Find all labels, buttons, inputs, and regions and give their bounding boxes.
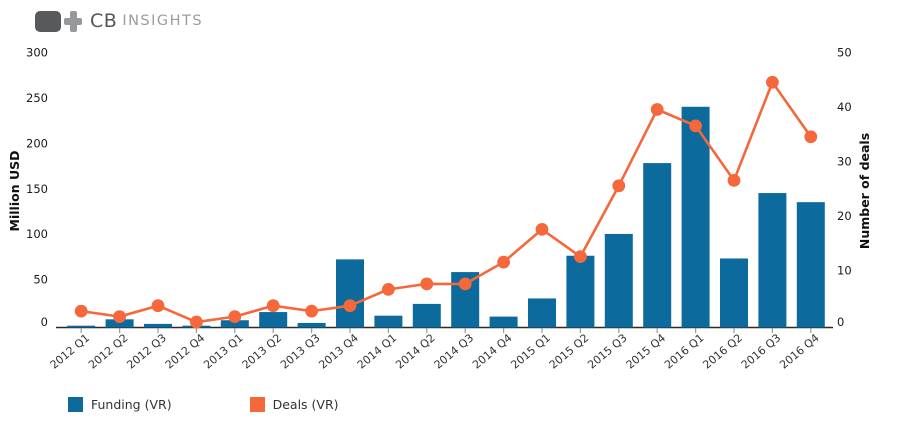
- x-axis-label: 2012 Q2: [86, 331, 130, 371]
- right-axis-tick-label: 50: [837, 46, 852, 60]
- funding-bar-2012-Q2[interactable]: [105, 319, 134, 328]
- left-axis-tick-label: 50: [33, 273, 48, 287]
- deals-marker-2015-Q3[interactable]: [612, 179, 626, 193]
- funding-bar-2012-Q1[interactable]: [67, 325, 96, 328]
- deals-marker-2016-Q4[interactable]: [804, 130, 818, 144]
- x-axis-label: 2013 Q1: [201, 331, 245, 371]
- funding-bar-2015-Q2[interactable]: [566, 255, 595, 328]
- x-axis-label: 2014 Q3: [432, 331, 476, 371]
- deals-marker-2016-Q1[interactable]: [689, 119, 702, 133]
- right-axis-tick-label: 30: [837, 155, 852, 169]
- x-axis-label: 2016 Q3: [739, 331, 783, 371]
- x-axis-label: 2014 Q1: [355, 331, 399, 371]
- funding-bar-2013-Q4[interactable]: [336, 259, 364, 328]
- left-axis-tick-label: 250: [26, 91, 48, 105]
- funding-legend-label: Funding (VR): [91, 397, 172, 412]
- left-axis-tick-label: 100: [26, 227, 48, 241]
- deals-marker-2012-Q1[interactable]: [74, 304, 88, 318]
- right-axis-tick-label: 40: [837, 100, 852, 114]
- deals-legend-label: Deals (VR): [272, 397, 339, 412]
- deals-marker-2012-Q2[interactable]: [113, 310, 126, 323]
- deals-marker-2013-Q2[interactable]: [266, 299, 280, 313]
- funding-bar-2012-Q3[interactable]: [144, 323, 172, 328]
- logo-text-insights: INSIGHTS: [122, 13, 204, 29]
- deals-marker-2015-Q4[interactable]: [650, 103, 664, 116]
- x-axis-label: 2016 Q4: [777, 331, 821, 371]
- right-axis-tick-label: 20: [837, 209, 852, 223]
- x-axis-label: 2013 Q2: [240, 331, 284, 371]
- funding-bar-2014-Q1[interactable]: [374, 315, 403, 328]
- legend-item-deals[interactable]: Deals (VR): [249, 397, 339, 412]
- logo-text-cb: CB: [90, 10, 118, 32]
- deals-legend-swatch: [249, 397, 265, 412]
- x-axis-label: 2015 Q2: [547, 331, 591, 371]
- funding-bar-2013-Q2[interactable]: [259, 312, 288, 328]
- x-axis-label: 2012 Q3: [124, 331, 168, 371]
- deals-marker-2013-Q3[interactable]: [305, 304, 318, 318]
- deals-marker-2012-Q4[interactable]: [190, 315, 203, 329]
- funding-bar-2013-Q3[interactable]: [297, 322, 326, 328]
- deals-marker-2015-Q2[interactable]: [574, 250, 587, 264]
- funding-bar-2015-Q4[interactable]: [643, 163, 672, 328]
- x-axis-label: 2012 Q1: [48, 331, 92, 371]
- deals-marker-2014-Q4[interactable]: [497, 255, 510, 269]
- deals-marker-2014-Q2[interactable]: [420, 277, 434, 291]
- x-axis-label: 2015 Q4: [624, 331, 668, 371]
- left-axis-title: Million USD: [7, 151, 22, 232]
- x-axis-label: 2012 Q4: [163, 331, 207, 371]
- deals-line: [81, 80, 812, 324]
- funding-legend-swatch: [68, 397, 83, 412]
- x-axis-label: 2015 Q3: [585, 331, 629, 371]
- cbinsights-logo: CB INSIGHTS: [35, 9, 203, 33]
- x-axis-label: 2015 Q1: [508, 331, 552, 371]
- cbinsights-logo-icon: [35, 10, 83, 32]
- deals-marker-2014-Q3[interactable]: [458, 277, 472, 291]
- x-axis-label: 2016 Q2: [700, 331, 744, 371]
- deals-marker-2013-Q4[interactable]: [343, 299, 357, 313]
- x-axis-label: 2016 Q1: [662, 331, 706, 371]
- deals-marker-2014-Q1[interactable]: [382, 282, 395, 296]
- logo-mark-dark-square: [35, 10, 61, 32]
- funding-bar-2016-Q4[interactable]: [796, 202, 825, 328]
- left-axis-tick-label: 150: [26, 182, 48, 196]
- deals-marker-2015-Q1[interactable]: [535, 223, 549, 236]
- funding-bar-2016-Q1[interactable]: [681, 106, 710, 328]
- left-axis-tick-label: 200: [26, 136, 48, 150]
- deals-marker-2012-Q3[interactable]: [151, 299, 165, 313]
- logo-mark-plus: [64, 10, 82, 32]
- x-axis-label: 2013 Q3: [278, 331, 322, 371]
- right-axis-tick-label: 10: [837, 264, 852, 278]
- left-axis-tick-label: 0: [41, 315, 48, 329]
- left-axis-tick-label: 300: [26, 46, 48, 60]
- funding-bar-2014-Q2[interactable]: [412, 303, 441, 328]
- funding-bar-2013-Q1[interactable]: [220, 320, 249, 328]
- right-axis-title: Number of deals: [857, 133, 872, 249]
- deals-marker-2016-Q2[interactable]: [727, 173, 741, 187]
- x-axis-label: 2013 Q4: [316, 331, 360, 371]
- chart-legend: Funding (VR) Deals (VR): [68, 397, 339, 412]
- funding-bar-2015-Q1[interactable]: [528, 298, 556, 328]
- x-axis-label: 2014 Q2: [393, 331, 437, 371]
- funding-bar-2016-Q2[interactable]: [720, 258, 748, 328]
- deals-marker-2013-Q1[interactable]: [228, 310, 242, 323]
- right-axis-tick-label: 0: [837, 315, 844, 329]
- legend-item-funding[interactable]: Funding (VR): [68, 397, 172, 412]
- funding-bar-2015-Q3[interactable]: [604, 233, 633, 328]
- deals-marker-2016-Q3[interactable]: [766, 75, 779, 89]
- funding-bar-2014-Q4[interactable]: [489, 316, 518, 328]
- funding-bar-2016-Q3[interactable]: [758, 193, 787, 328]
- x-axis-label: 2014 Q4: [470, 331, 514, 371]
